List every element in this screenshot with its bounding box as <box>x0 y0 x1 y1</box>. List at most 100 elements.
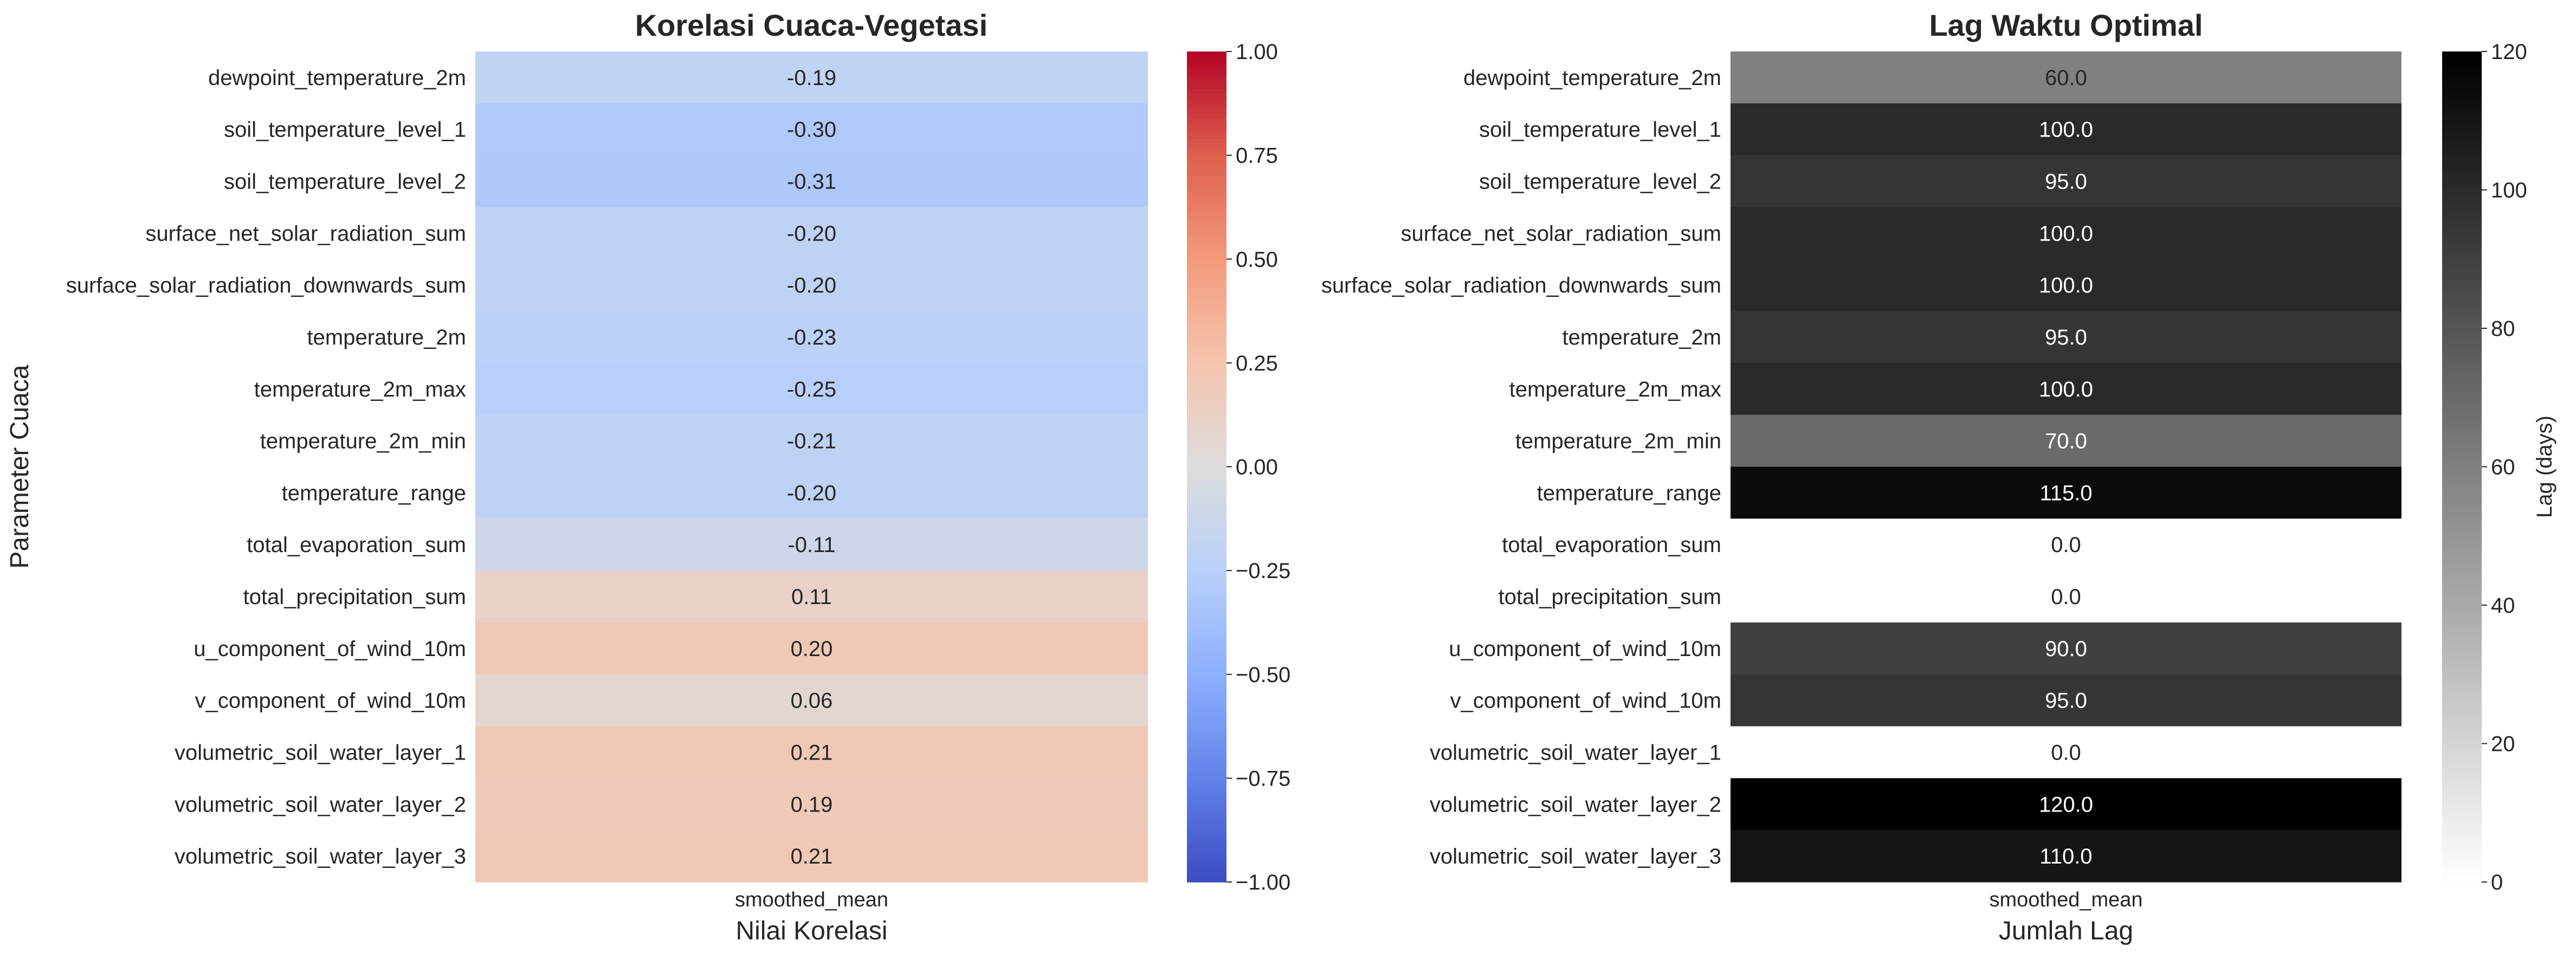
colorbar-segment <box>2442 334 2482 339</box>
colorbar-segment <box>1187 329 1226 335</box>
colorbar-segment <box>2442 462 2482 468</box>
colorbar-segment <box>1187 392 1226 397</box>
colorbar-tick-label: −0.25 <box>1236 559 1290 583</box>
colorbar-segment <box>2442 396 2482 401</box>
heatmap-cell <box>475 103 1148 156</box>
colorbar-segment <box>1187 259 1226 264</box>
colorbar-segment <box>2442 795 2482 800</box>
colorbar-segment <box>2442 861 2482 866</box>
colorbar-segment <box>1187 321 1226 326</box>
colorbar-segment <box>1187 172 1226 177</box>
colorbar-segment <box>2442 234 2482 239</box>
colorbar-segment <box>2442 653 2482 658</box>
colorbar-segment <box>1187 408 1226 413</box>
colorbar-segment <box>1187 500 1226 505</box>
colorbar-segment <box>1187 558 1226 563</box>
colorbar-segment <box>2442 72 2482 77</box>
colorbar-segment <box>1187 790 1226 795</box>
row-tick-label: temperature_2m_max <box>1509 378 1721 401</box>
colorbar-segment <box>1187 205 1226 210</box>
colorbar-segment <box>2442 437 2482 443</box>
heatmap-cell <box>1731 51 2401 104</box>
colorbar-segment <box>2442 97 2482 102</box>
colorbar-segment <box>1187 475 1226 480</box>
colorbar-segment <box>1187 325 1226 330</box>
colorbar-segment <box>1187 113 1226 119</box>
colorbar-segment <box>2442 857 2482 862</box>
heatmap-cell <box>475 674 1148 727</box>
colorbar-segment <box>1187 695 1226 700</box>
row-tick-label: v_component_of_wind_10m <box>1450 689 1721 713</box>
colorbar-segment <box>2442 624 2482 630</box>
cell-value-label: 95.0 <box>2045 326 2087 349</box>
colorbar-segment <box>2442 641 2482 646</box>
colorbar-segment <box>1187 362 1226 368</box>
colorbar-segment <box>1187 616 1226 621</box>
colorbar-segment <box>2442 628 2482 633</box>
colorbar-segment <box>2442 587 2482 592</box>
colorbar-segment <box>1187 284 1226 289</box>
colorbar-segment <box>2442 620 2482 625</box>
row-tick-label: total_evaporation_sum <box>1502 533 1721 557</box>
heatmap-cell <box>475 311 1148 364</box>
colorbar-segment <box>1187 599 1226 605</box>
colorbar-segment <box>2442 80 2482 86</box>
colorbar-segment <box>1187 184 1226 189</box>
colorbar-segment <box>2442 745 2482 750</box>
colorbar-segment <box>1187 60 1226 64</box>
colorbar-segment <box>2442 205 2482 210</box>
colorbar-segment <box>1187 55 1226 61</box>
row-tick-label: surface_net_solar_radiation_sum <box>1401 222 1721 245</box>
row-tick-label: dewpoint_temperature_2m <box>1463 66 1721 90</box>
colorbar-segment <box>1187 653 1226 658</box>
colorbar-segment <box>2442 853 2482 858</box>
colorbar-segment <box>1187 367 1226 372</box>
colorbar-segment <box>2442 442 2482 446</box>
colorbar-segment <box>2442 304 2482 310</box>
colorbar-segment <box>2442 848 2482 854</box>
colorbar-segment <box>1187 263 1226 268</box>
colorbar-segment <box>2442 155 2482 160</box>
colorbar-segment <box>1187 247 1226 251</box>
colorbar-segment <box>1187 708 1226 712</box>
colorbar-segment <box>2442 446 2482 451</box>
colorbar-segment <box>1187 753 1226 758</box>
colorbar-segment <box>1187 516 1226 521</box>
colorbar-segment <box>2442 259 2482 264</box>
colorbar-segment <box>2442 118 2482 123</box>
row-tick-label: temperature_2m_min <box>260 430 466 453</box>
row-tick-label: soil_temperature_level_2 <box>1479 170 1721 194</box>
colorbar-segment <box>2442 736 2482 742</box>
row-tick-label: soil_temperature_level_2 <box>224 170 466 194</box>
colorbar-segment <box>1187 213 1226 218</box>
colorbar-segment <box>1187 612 1226 617</box>
row-tick-label: soil_temperature_level_1 <box>224 118 466 142</box>
colorbar-segment <box>2442 134 2482 139</box>
colorbar-segment <box>1187 848 1226 854</box>
colorbar-segment <box>1187 591 1226 596</box>
colorbar-segment <box>1187 97 1226 102</box>
colorbar-segment <box>2442 379 2482 384</box>
colorbar-segment <box>1187 250 1226 256</box>
y-axis-label: Parameter Cuaca <box>5 365 34 568</box>
cell-value-label: -0.20 <box>787 222 836 245</box>
colorbar-segment <box>1187 699 1226 704</box>
cell-value-label: -0.25 <box>787 378 836 401</box>
colorbar-segment <box>2442 766 2482 770</box>
cell-value-label: -0.23 <box>787 326 836 349</box>
colorbar-segment <box>2442 184 2482 189</box>
colorbar-segment <box>2442 138 2482 144</box>
colorbar-segment <box>1187 396 1226 401</box>
colorbar-segment <box>2442 778 2482 783</box>
colorbar-segment <box>1187 757 1226 762</box>
colorbar-segment <box>1187 678 1226 683</box>
cell-value-label: 60.0 <box>2045 66 2087 90</box>
colorbar-segment <box>2442 815 2482 820</box>
row-tick-label: volumetric_soil_water_layer_1 <box>175 741 466 764</box>
colorbar-segment <box>2442 313 2482 318</box>
colorbar-segment <box>2442 541 2482 546</box>
colorbar-segment <box>2442 774 2482 779</box>
colorbar-segment <box>2442 296 2482 301</box>
colorbar-segment <box>1187 483 1226 488</box>
colorbar-segment <box>1187 51 1226 56</box>
